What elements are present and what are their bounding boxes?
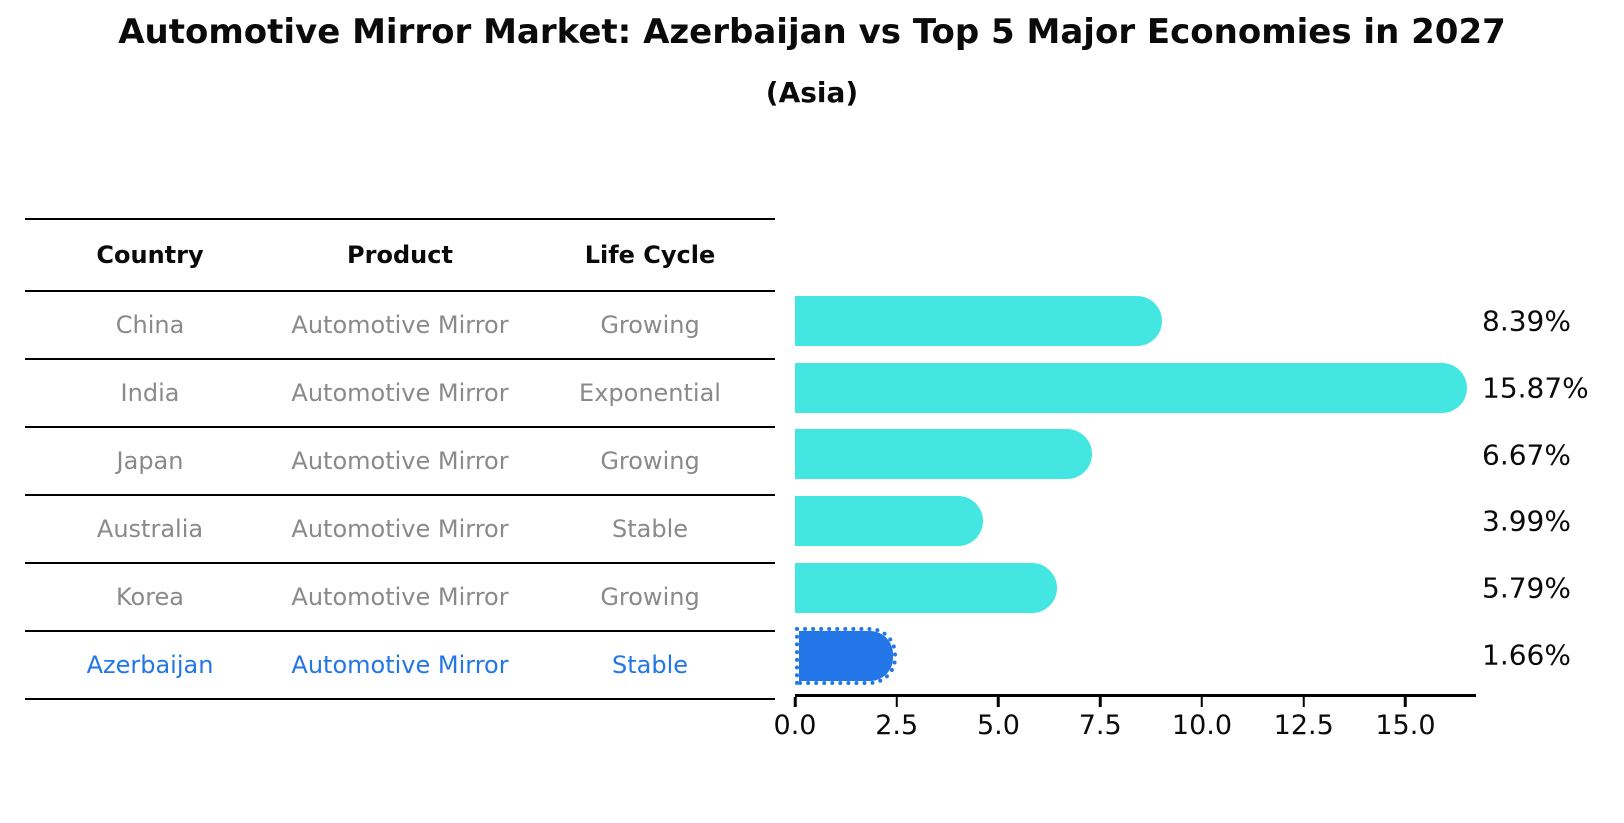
chart-title: Automotive Mirror Market: Azerbaijan vs … <box>118 12 1506 52</box>
bar <box>795 627 897 686</box>
cell-country: Azerbaijan <box>25 631 275 700</box>
col-header-life-cycle: Life Cycle <box>525 218 775 292</box>
col-header-country: Country <box>25 218 275 292</box>
data-table: Country Product Life Cycle China Automot… <box>25 218 775 700</box>
cell-country: China <box>25 291 275 360</box>
cell-life-cycle: Growing <box>525 427 775 496</box>
x-tick-label: 5.0 <box>976 710 1020 741</box>
x-tick <box>1098 697 1102 707</box>
cell-life-cycle: Stable <box>525 631 775 700</box>
chart-row-highlight-azerbaijan: 1.66% <box>795 621 1571 688</box>
table-header-row: Country Product Life Cycle <box>25 218 775 292</box>
x-tick-label: 12.5 <box>1273 710 1334 741</box>
value-label: 6.67% <box>1482 438 1571 472</box>
value-label: 1.66% <box>1482 638 1571 672</box>
chart-row: 5.79% <box>795 555 1571 622</box>
x-tick-label: 0.0 <box>773 710 817 741</box>
cell-country: Japan <box>25 427 275 496</box>
cell-product: Automotive Mirror <box>275 291 525 360</box>
chart-subtitle: (Asia) <box>765 76 859 109</box>
cell-life-cycle: Growing <box>525 563 775 632</box>
table-row: Japan Automotive Mirror Growing <box>25 427 775 496</box>
cell-product: Automotive Mirror <box>275 631 525 700</box>
cell-product: Automotive Mirror <box>275 563 525 632</box>
cell-product: Automotive Mirror <box>275 495 525 564</box>
cell-country: India <box>25 359 275 428</box>
table-row: India Automotive Mirror Exponential <box>25 359 775 428</box>
cell-country: Australia <box>25 495 275 564</box>
table-row: China Automotive Mirror Growing <box>25 291 775 360</box>
table-row-highlight-azerbaijan: Azerbaijan Automotive Mirror Stable <box>25 631 775 700</box>
chart-row: 15.87% <box>795 355 1589 422</box>
cell-product: Automotive Mirror <box>275 427 525 496</box>
cell-country: Korea <box>25 563 275 632</box>
x-tick <box>1200 697 1204 707</box>
table-row: Australia Automotive Mirror Stable <box>25 495 775 564</box>
bar <box>795 429 1093 480</box>
bar <box>795 562 1057 613</box>
x-tick <box>793 697 797 707</box>
x-tick <box>895 697 898 707</box>
x-tick-label: 10.0 <box>1171 710 1233 741</box>
chart-row: 6.67% <box>795 421 1571 488</box>
col-header-product: Product <box>275 218 525 292</box>
cell-product: Automotive Mirror <box>275 359 525 428</box>
x-tick-label: 15.0 <box>1375 710 1436 741</box>
x-tick <box>1404 697 1407 707</box>
chart-row: 3.99% <box>795 488 1571 555</box>
cell-life-cycle: Stable <box>525 495 775 564</box>
cell-life-cycle: Growing <box>525 291 775 360</box>
x-axis-line <box>795 694 1476 697</box>
x-tick-label: 2.5 <box>875 710 919 741</box>
x-tick-label: 7.5 <box>1078 710 1122 741</box>
value-label: 5.79% <box>1482 571 1571 605</box>
chart-row: 8.39% <box>795 288 1571 355</box>
value-label: 15.87% <box>1482 371 1589 405</box>
value-label: 8.39% <box>1482 304 1571 338</box>
x-tick <box>997 697 1000 707</box>
bar <box>795 296 1163 346</box>
bar <box>795 496 984 547</box>
value-label: 3.99% <box>1482 504 1571 538</box>
bar <box>795 362 1467 413</box>
table-row: Korea Automotive Mirror Growing <box>25 563 775 632</box>
plot-area: 8.39% 15.87% 6.67% 3.99% 5.79% 1.66% <box>795 288 1589 688</box>
x-tick <box>1302 697 1305 707</box>
cell-life-cycle: Exponential <box>525 359 775 428</box>
